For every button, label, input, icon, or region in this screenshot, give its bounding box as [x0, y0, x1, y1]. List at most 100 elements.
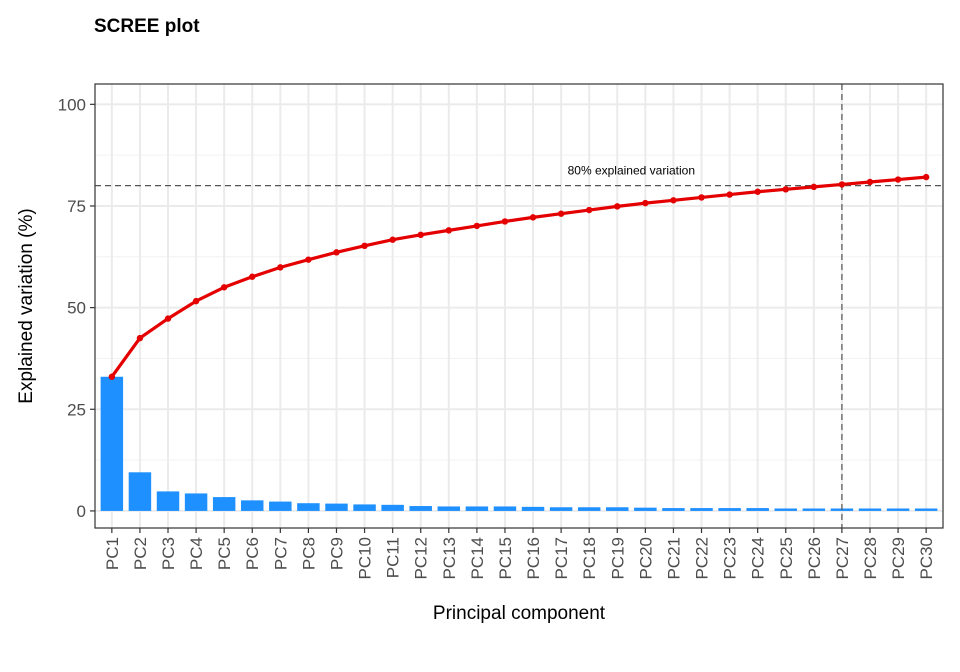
x-tick-label: PC25 — [777, 537, 796, 580]
x-tick-label: PC21 — [664, 537, 683, 580]
bar — [774, 508, 797, 511]
cumulative-point — [838, 181, 846, 188]
bar — [325, 503, 348, 511]
x-tick-label: PC22 — [693, 537, 712, 580]
cumulative-point — [782, 186, 789, 193]
cumulative-point — [417, 231, 424, 239]
cumulative-point — [810, 183, 818, 191]
y-axis: 0 25 50 75 100 — [58, 95, 95, 521]
bar — [381, 504, 404, 511]
bars — [100, 376, 938, 511]
cumulative-point — [501, 218, 509, 225]
bar — [746, 508, 769, 511]
bar — [577, 507, 601, 511]
cumulative-point — [922, 173, 930, 181]
x-tick-label: PC9 — [327, 537, 346, 570]
bar — [297, 503, 320, 511]
bar — [437, 506, 461, 511]
cumulative-point — [108, 373, 116, 380]
x-tick-label: PC8 — [299, 537, 318, 570]
panel-border — [94, 83, 944, 529]
x-tick-label: PC12 — [412, 537, 431, 580]
y-axis-title: Explained variation (%) — [16, 208, 37, 403]
y-tick-label: 25 — [67, 400, 86, 419]
cumulative-point — [670, 197, 677, 204]
x-tick-label: PC26 — [805, 537, 824, 580]
cumulative-point — [164, 315, 172, 322]
x-tick-label: PC27 — [833, 537, 852, 580]
cumulative-point — [894, 176, 902, 183]
x-tick-label: PC10 — [356, 537, 375, 580]
x-tick-label: PC20 — [636, 537, 655, 580]
x-tick-label: PC23 — [721, 537, 740, 580]
bar — [718, 508, 741, 511]
cumulative-point — [866, 178, 874, 186]
x-tick-label: PC24 — [749, 537, 768, 580]
y-tick-label: 100 — [58, 95, 86, 114]
x-tick-label: PC15 — [496, 537, 515, 580]
bar — [100, 376, 124, 511]
bar — [241, 500, 264, 511]
x-tick-label: PC13 — [440, 537, 459, 580]
bar — [606, 507, 629, 511]
bar — [802, 508, 826, 511]
y-tick-label: 75 — [67, 197, 86, 216]
cumulative-point — [557, 210, 565, 217]
bar — [156, 491, 180, 511]
bar — [634, 507, 657, 511]
cumulative-point — [445, 227, 453, 234]
cumulative-point — [192, 297, 200, 305]
cumulative-point — [136, 334, 144, 342]
reference-lines — [95, 84, 943, 528]
cumulative-point — [529, 214, 537, 221]
x-tick-label: PC16 — [524, 537, 543, 580]
cumulative-point — [726, 191, 733, 198]
cumulative-point — [305, 256, 312, 263]
cumulative-point — [333, 249, 340, 256]
bar — [858, 508, 882, 511]
x-axis-title: Principal component — [433, 603, 606, 624]
cumulative-point — [361, 242, 368, 250]
hline-label: 80% explained variation — [568, 164, 695, 178]
y-tick-label: 0 — [77, 502, 86, 521]
x-tick-label: PC3 — [159, 537, 178, 570]
cumulative-line — [108, 173, 930, 380]
bar — [184, 493, 208, 511]
cumulative-point — [754, 188, 761, 195]
cumulative-point — [642, 199, 649, 207]
bar — [521, 506, 545, 511]
x-tick-label: PC11 — [384, 537, 403, 578]
x-tick-label: PC6 — [243, 537, 262, 570]
bar — [662, 508, 685, 511]
x-tick-label: PC18 — [580, 537, 599, 580]
x-tick-label: PC30 — [917, 537, 936, 580]
bar — [353, 504, 376, 511]
x-tick-label: PC29 — [889, 537, 908, 580]
cumulative-point — [585, 206, 593, 214]
x-tick-label: PC7 — [271, 537, 290, 570]
grid-minor — [95, 154, 943, 461]
x-tick-label: PC17 — [552, 537, 571, 580]
grid-major — [95, 84, 943, 528]
bar — [886, 508, 910, 511]
bar — [549, 507, 573, 511]
bar — [409, 506, 432, 511]
x-tick-label: PC4 — [187, 537, 206, 570]
bar — [465, 506, 489, 511]
cumulative-point — [249, 273, 256, 280]
x-tick-label: PC5 — [215, 537, 234, 570]
cumulative-point — [698, 194, 705, 201]
cumulative-point — [389, 236, 396, 243]
cumulative-point — [277, 264, 284, 271]
bar — [493, 506, 517, 511]
x-tick-label: PC1 — [103, 537, 122, 570]
bar — [690, 508, 713, 511]
chart-title: SCREE plot — [94, 16, 200, 37]
bar — [212, 497, 236, 511]
cumulative-polyline — [110, 175, 927, 378]
y-tick-label: 50 — [67, 299, 86, 318]
x-tick-label: PC14 — [468, 537, 487, 580]
x-tick-label: PC2 — [131, 537, 150, 570]
bar — [269, 501, 292, 511]
